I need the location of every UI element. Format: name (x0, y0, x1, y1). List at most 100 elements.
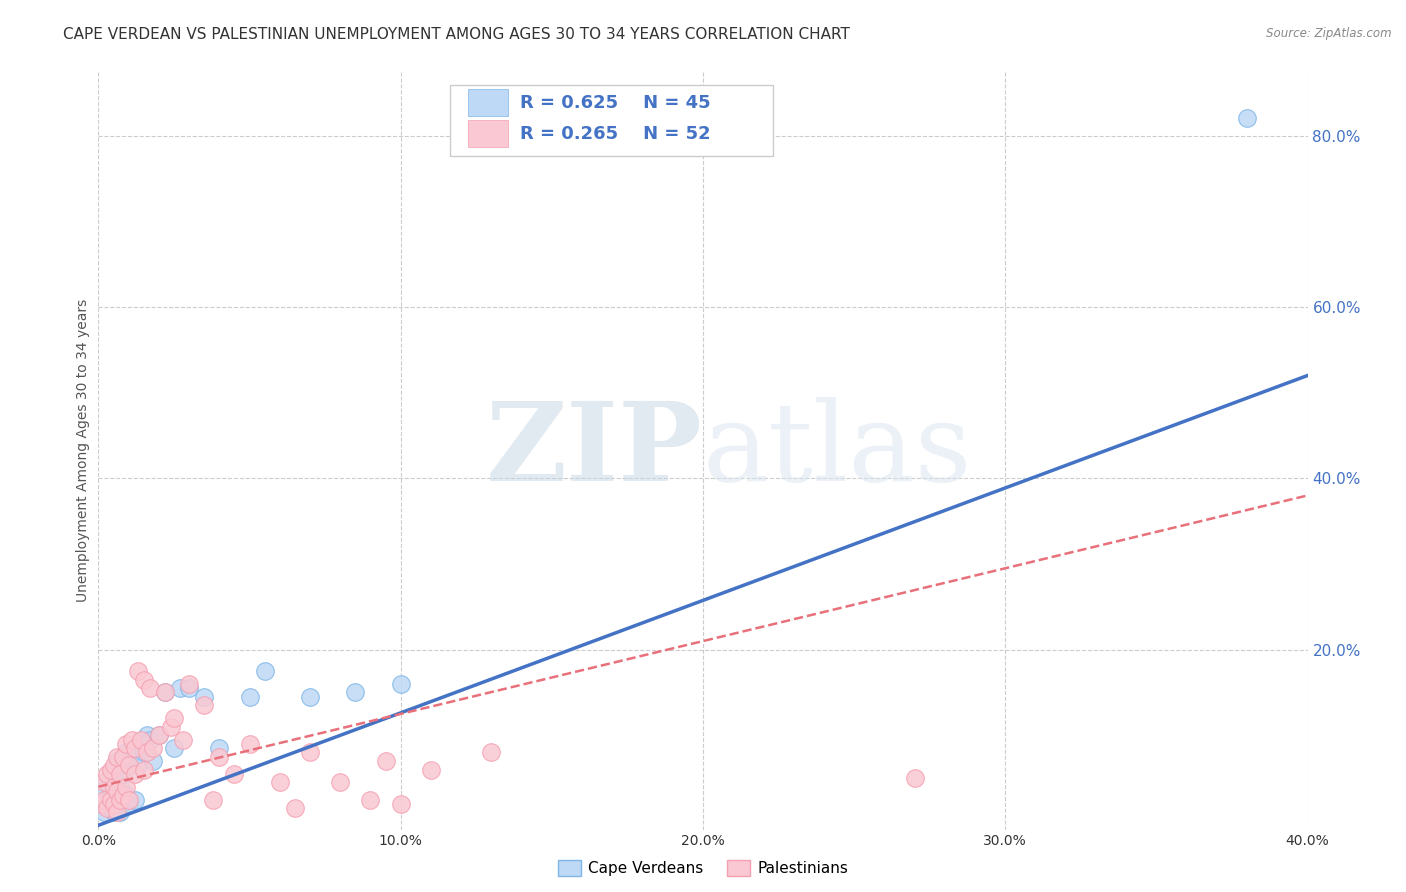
Point (111, 767, 134, 781)
Point (100, 763, 122, 777)
Point (124, 767, 146, 781)
Point (139, 732, 162, 747)
Point (118, 758, 141, 772)
Point (299, 690, 322, 704)
Point (108, 758, 131, 772)
Point (169, 681, 191, 696)
Point (121, 746, 143, 760)
Point (114, 737, 136, 751)
Point (132, 673, 155, 687)
Point (93, 784, 115, 798)
Point (96, 792, 118, 806)
Point (389, 797, 412, 811)
Point (124, 792, 146, 806)
Text: R = 0.265    N = 52: R = 0.265 N = 52 (520, 125, 711, 143)
Point (142, 754, 165, 768)
Point (118, 792, 141, 806)
Point (90, 797, 112, 811)
Point (253, 664, 276, 678)
Point (105, 749, 128, 764)
Point (374, 754, 396, 768)
Point (96, 801, 118, 815)
Point (153, 685, 176, 699)
Point (344, 685, 367, 699)
Y-axis label: Unemployment Among Ages 30 to 34 years: Unemployment Among Ages 30 to 34 years (76, 299, 90, 602)
Point (105, 754, 128, 768)
Point (208, 741, 231, 756)
Point (103, 758, 125, 772)
Point (103, 780, 125, 794)
Point (389, 677, 412, 691)
Point (100, 789, 122, 803)
Point (163, 741, 186, 756)
Point (100, 801, 122, 815)
Point (100, 767, 122, 781)
Point (111, 749, 134, 764)
Legend: Cape Verdeans, Palestinians: Cape Verdeans, Palestinians (551, 854, 855, 882)
Point (129, 732, 152, 747)
Point (360, 792, 382, 806)
Point (148, 728, 170, 742)
Point (153, 685, 176, 699)
Point (96, 767, 118, 781)
Point (114, 789, 136, 803)
Point (269, 775, 291, 789)
Point (284, 801, 307, 815)
Point (139, 681, 162, 696)
Point (121, 732, 143, 747)
Point (239, 737, 262, 751)
Point (148, 728, 170, 742)
Point (329, 775, 352, 789)
Point (103, 797, 125, 811)
Point (179, 677, 201, 691)
Point (105, 805, 128, 820)
Point (193, 690, 215, 704)
Point (105, 771, 128, 785)
Point (90, 797, 112, 811)
Point (135, 728, 157, 742)
Point (103, 805, 125, 820)
Point (163, 711, 186, 725)
Point (142, 741, 165, 756)
Point (239, 690, 262, 704)
Point (202, 792, 225, 806)
Point (96, 775, 118, 789)
Point (114, 746, 136, 760)
Point (127, 664, 149, 678)
Point (179, 681, 201, 696)
Point (118, 758, 141, 772)
Point (904, 771, 927, 785)
Point (108, 792, 131, 806)
Text: R = 0.625    N = 45: R = 0.625 N = 45 (520, 94, 711, 112)
Point (193, 698, 215, 713)
Point (420, 763, 443, 777)
Point (118, 797, 141, 811)
Point (108, 780, 131, 794)
Text: atlas: atlas (703, 397, 973, 504)
Point (135, 746, 157, 760)
Point (132, 746, 155, 760)
Point (224, 767, 246, 781)
Point (129, 737, 152, 751)
Point (1236, 112, 1258, 126)
Text: ZIP: ZIP (486, 397, 703, 504)
Point (127, 758, 149, 772)
Point (108, 767, 131, 781)
Point (108, 805, 131, 820)
Point (132, 763, 155, 777)
Point (172, 732, 194, 747)
Point (160, 720, 183, 734)
Point (111, 792, 134, 806)
Point (103, 789, 125, 803)
Point (105, 797, 128, 811)
Point (93, 775, 115, 789)
Point (114, 780, 136, 794)
Point (103, 763, 125, 777)
Text: Source: ZipAtlas.com: Source: ZipAtlas.com (1267, 27, 1392, 40)
Point (124, 741, 146, 756)
Text: CAPE VERDEAN VS PALESTINIAN UNEMPLOYMENT AMONG AGES 30 TO 34 YEARS CORRELATION C: CAPE VERDEAN VS PALESTINIAN UNEMPLOYMENT… (63, 27, 851, 42)
Point (100, 792, 122, 806)
Point (105, 784, 128, 798)
Point (111, 789, 134, 803)
Point (208, 749, 231, 764)
